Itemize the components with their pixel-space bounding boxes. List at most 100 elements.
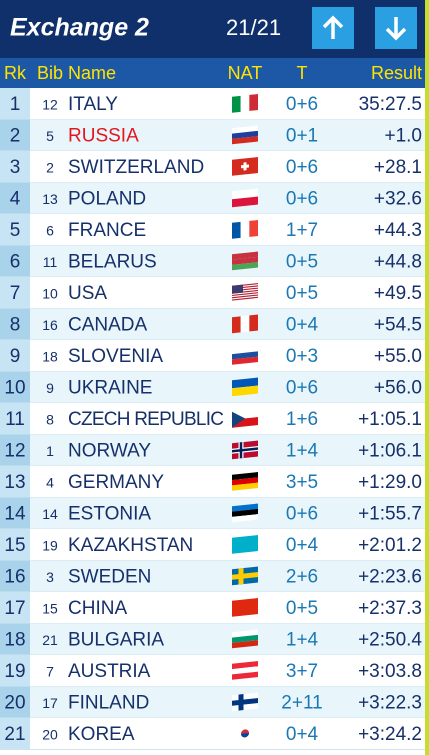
flag [232,598,258,617]
bib: 19 [42,537,58,553]
rank: 14 [4,503,26,524]
flag-triangle [232,411,245,428]
shooting: 0+5 [286,283,318,304]
nation-name: SWEDEN [68,566,151,587]
result: +1:05.1 [358,409,422,430]
flag-cross [232,442,258,459]
row-bg [0,592,425,624]
flag-stripe [232,477,258,486]
result: +3:03.8 [358,661,422,682]
nation-name: AUSTRIA [68,661,151,682]
flag-stripe [232,136,258,145]
shooting: 1+6 [286,409,318,430]
nation-name: KAZAKHSTAN [68,535,193,556]
rank-bg [0,686,30,718]
flag-stripe [232,377,258,389]
bib: 21 [42,632,58,648]
flag-stripe [232,671,258,680]
rank: 8 [10,314,21,335]
rank-bg [0,277,30,309]
flag [232,125,258,145]
result: +1:06.1 [358,440,422,461]
row-bg [0,686,425,718]
rank-bg [0,497,30,529]
rank-bg [0,245,30,277]
result: +1:29.0 [358,472,422,493]
shooting: 0+5 [286,251,318,272]
bib: 5 [46,128,54,144]
flag-stripe [232,661,258,670]
row-bg [0,245,425,277]
flag-stripe [232,294,258,299]
down-button[interactable] [375,7,417,49]
flag-stripe [232,508,258,517]
result: +2:01.2 [358,535,422,556]
shooting: 1+4 [286,440,319,461]
rank: 13 [4,472,25,493]
result: +2:23.6 [358,566,422,587]
flag-cross [232,568,258,585]
flag-cross [232,694,258,711]
nation-name: UKRAINE [68,377,152,398]
result: +55.0 [374,346,422,367]
bib: 7 [46,663,54,679]
flag [232,440,258,460]
flag-emblem [241,732,249,738]
rank-bg [0,88,30,120]
rank-bg [0,655,30,687]
bib: 20 [42,726,58,742]
flag-stripe [232,316,241,334]
row-bg [0,151,425,183]
row-bg [0,718,425,750]
shooting: 3+5 [286,472,318,493]
result: +28.1 [374,157,422,178]
nation-name: USA [68,283,107,304]
shooting: 0+3 [286,346,318,367]
rank: 7 [10,283,21,304]
shooting: 1+7 [286,220,318,241]
flag-stripe [232,535,258,554]
bib: 14 [42,506,58,522]
rank-bg [0,182,30,214]
nation-name: SWITZERLAND [68,157,204,178]
flag-stripe [232,256,258,265]
shooting: 0+6 [286,377,318,398]
nation-name: SLOVENIA [68,346,163,367]
flag-stripe [240,315,250,333]
flag-stripe [240,94,250,112]
flag [232,692,258,712]
flag [232,566,258,586]
bib: 1 [46,443,54,459]
flag [232,220,259,239]
nation-name: CHINA [68,598,127,619]
bib: 17 [42,695,58,711]
shooting: 0+6 [286,188,318,209]
rank-bg [0,529,30,561]
flag-stripe [232,503,258,512]
flag [232,157,258,176]
up-button[interactable] [312,7,354,49]
rank-bg [0,119,30,151]
flag-stripe [249,314,259,332]
nation-name: POLAND [68,188,146,209]
rank-bg [0,151,30,183]
row-bg [0,182,425,214]
flag [232,283,258,301]
row-bg [0,277,425,309]
shooting: 3+7 [286,661,318,682]
flag-stripe [232,262,258,271]
bib: 12 [42,96,58,112]
result: +3:22.3 [358,692,422,713]
flag-stripe [232,514,258,523]
column-header: Bib [37,63,63,83]
row-bg [0,623,425,655]
bib: 2 [46,159,54,175]
column-header: Result [371,63,422,83]
result: +1.0 [384,125,422,146]
header-bar [0,0,429,58]
rank: 4 [10,188,21,209]
arrow-down [385,17,407,41]
rank: 12 [4,440,25,461]
flag [232,472,258,491]
result: +44.3 [374,220,422,241]
